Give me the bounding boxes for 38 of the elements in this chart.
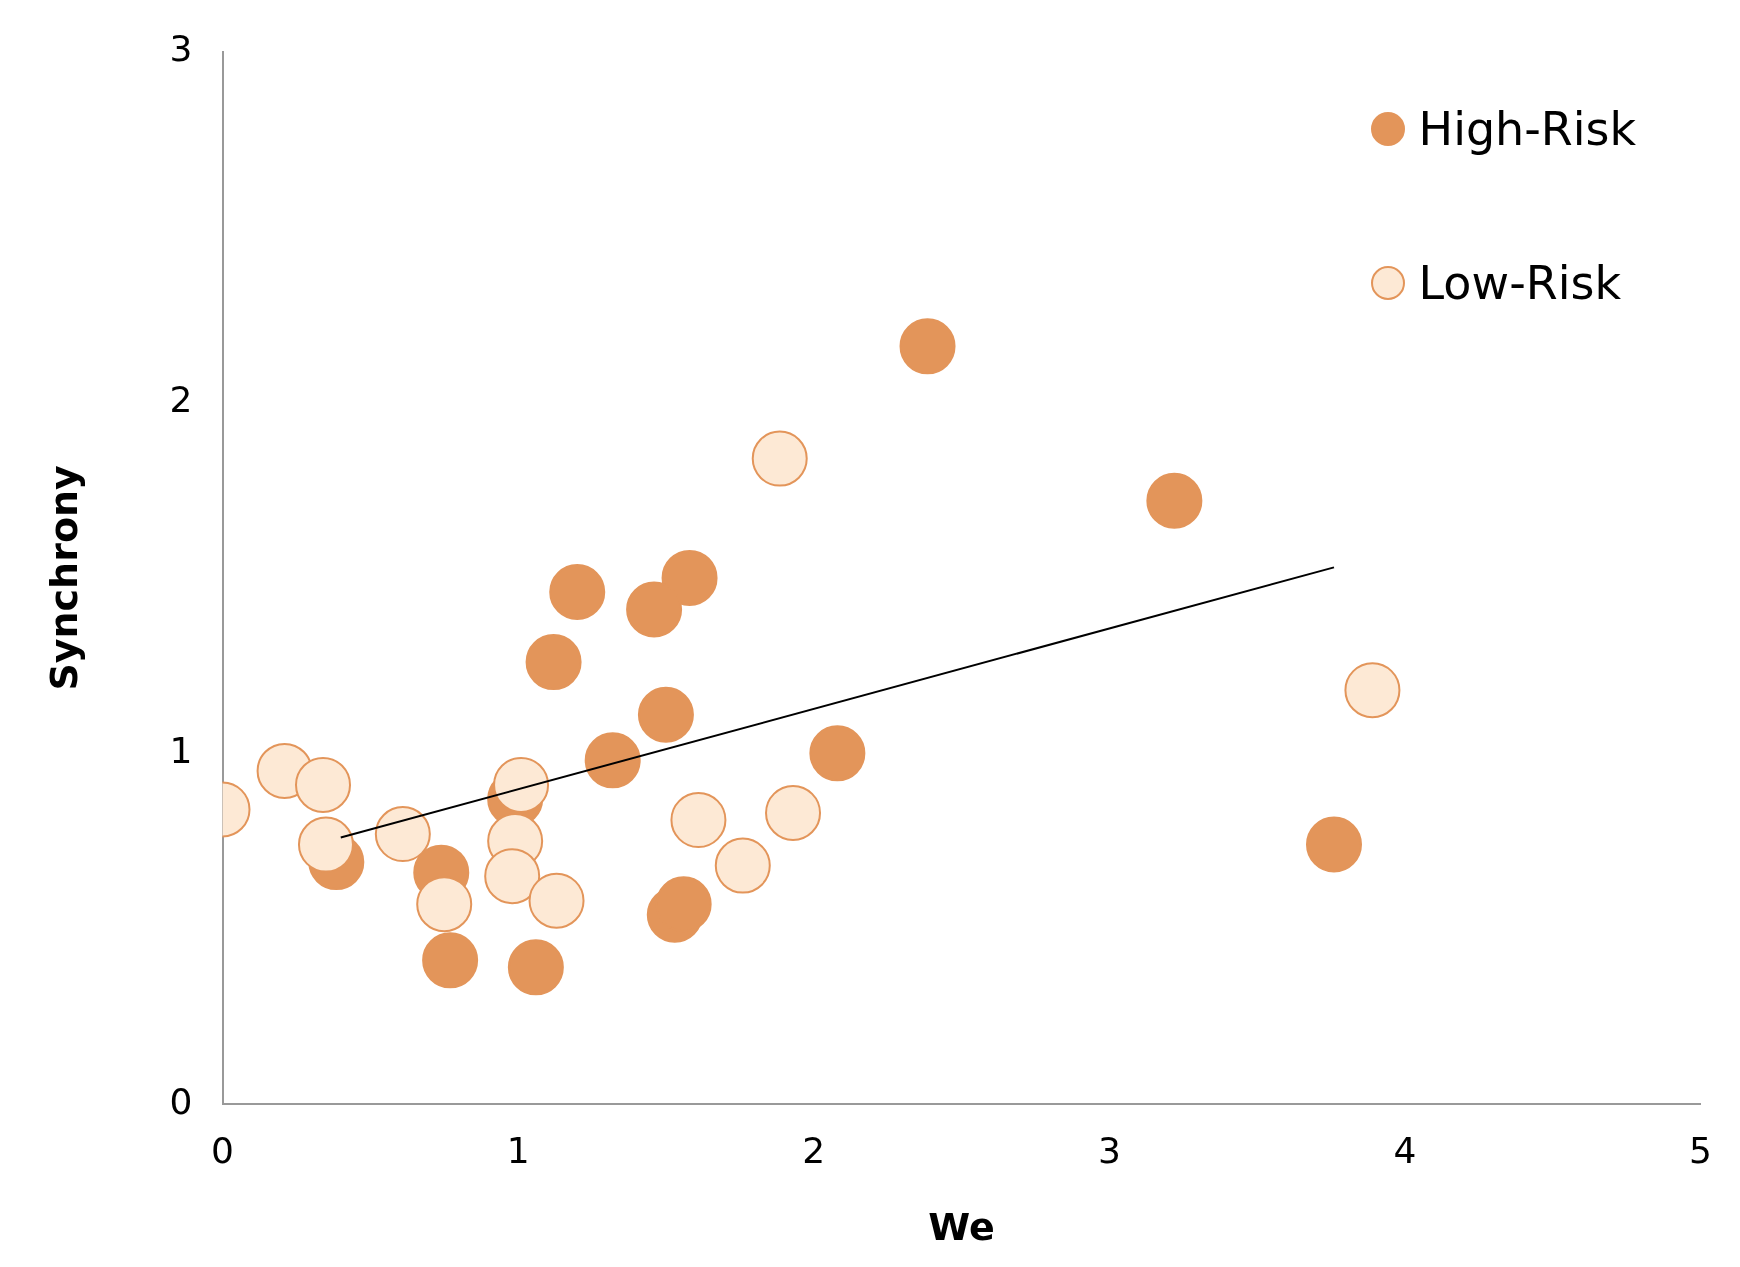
point — [507, 939, 564, 996]
point — [661, 549, 718, 606]
x-tick-label: 3 — [1097, 1130, 1121, 1172]
point — [422, 932, 479, 989]
point — [584, 732, 641, 789]
point — [1146, 472, 1203, 529]
point — [809, 725, 866, 782]
y-axis-title: Synchrony — [41, 464, 86, 691]
point — [670, 792, 727, 848]
point — [765, 784, 822, 841]
x-axis-title: We — [928, 1205, 995, 1250]
legend-label: Low-Risk — [1418, 255, 1622, 310]
y-tick-label: 2 — [169, 378, 193, 420]
point — [637, 686, 694, 743]
point — [484, 848, 541, 905]
point — [751, 430, 808, 487]
x-tick-label: 5 — [1689, 1130, 1712, 1172]
y-tick-label: 1 — [169, 729, 193, 771]
x-tick-label: 4 — [1393, 1130, 1417, 1172]
point — [416, 876, 473, 933]
point — [1305, 816, 1362, 873]
y-tick-label: 0 — [169, 1080, 193, 1122]
point — [297, 816, 354, 873]
x-tick-label: 2 — [802, 1130, 826, 1172]
x-tick-label: 1 — [506, 1130, 530, 1172]
point — [374, 806, 431, 863]
point — [626, 581, 683, 638]
point — [295, 756, 352, 813]
x-tick-label: 0 — [211, 1130, 234, 1172]
point — [549, 563, 606, 620]
point — [714, 837, 771, 894]
point — [899, 318, 956, 375]
point — [528, 872, 585, 929]
point — [493, 756, 550, 813]
point — [1344, 662, 1401, 719]
y-tick-label: 3 — [169, 27, 193, 69]
legend-label: High-Risk — [1418, 101, 1637, 156]
point — [525, 634, 582, 691]
